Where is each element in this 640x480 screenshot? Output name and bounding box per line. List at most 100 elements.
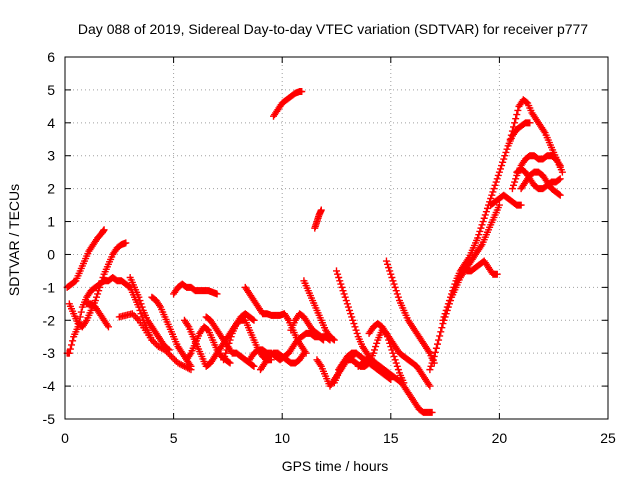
data-point	[494, 171, 502, 179]
data-point	[392, 359, 400, 367]
data-point	[510, 181, 518, 189]
data-point	[513, 111, 521, 119]
data-point	[220, 356, 228, 364]
data-point	[338, 283, 346, 291]
data-point	[487, 195, 495, 203]
data-point	[135, 293, 143, 301]
data-point	[508, 185, 516, 193]
x-tick-label: 15	[383, 430, 399, 446]
data-point	[300, 349, 308, 357]
data-point	[92, 293, 100, 301]
data-point	[68, 341, 76, 349]
data-point	[475, 231, 483, 239]
data-point	[441, 310, 449, 318]
data-point	[298, 88, 306, 96]
data-point	[443, 303, 451, 311]
data-point	[442, 306, 450, 314]
data-point	[390, 352, 398, 360]
data-point	[394, 366, 402, 374]
data-point	[386, 267, 394, 275]
data-point	[95, 287, 103, 295]
x-tick-label: 20	[492, 430, 508, 446]
data-point	[426, 366, 434, 374]
data-point	[336, 277, 344, 285]
data-points	[63, 88, 566, 416]
data-point	[344, 303, 352, 311]
data-point	[337, 280, 345, 288]
data-point	[65, 349, 73, 357]
data-point	[426, 382, 434, 390]
data-point	[447, 293, 455, 301]
data-point	[249, 362, 257, 370]
data-point	[431, 348, 439, 356]
data-point	[97, 280, 105, 288]
data-point	[495, 201, 503, 209]
data-point	[502, 148, 510, 156]
data-point	[429, 356, 437, 364]
series-s2	[63, 273, 156, 357]
data-point	[506, 135, 514, 143]
data-point	[387, 270, 395, 278]
x-tick-label: 5	[170, 430, 178, 446]
data-point	[77, 308, 85, 316]
data-point	[432, 344, 440, 352]
data-point	[137, 300, 145, 308]
data-point	[392, 287, 400, 295]
data-point	[503, 145, 511, 153]
data-point	[555, 190, 563, 198]
data-point	[556, 191, 564, 199]
data-point	[391, 283, 399, 291]
data-point	[348, 313, 356, 321]
data-point	[66, 345, 74, 353]
series-s29	[463, 257, 501, 278]
series-s1	[63, 226, 108, 291]
data-point	[91, 297, 99, 305]
y-tick-label: 1	[47, 214, 55, 230]
data-point	[353, 329, 361, 337]
data-point	[96, 283, 104, 291]
data-point	[436, 332, 444, 340]
data-point	[474, 234, 482, 242]
y-tick-label: -2	[43, 312, 56, 328]
data-point	[136, 297, 144, 305]
data-point	[507, 131, 515, 139]
data-point	[449, 287, 457, 295]
data-point	[427, 362, 435, 370]
data-point	[225, 339, 233, 347]
data-point	[428, 359, 436, 367]
data-point	[489, 188, 497, 196]
y-tick-label: 4	[47, 115, 55, 131]
data-point	[317, 206, 325, 214]
series-s15	[256, 349, 308, 374]
data-point	[371, 346, 379, 354]
data-point	[495, 168, 503, 176]
series-s26	[382, 257, 438, 367]
series-s32	[508, 152, 564, 193]
data-point	[481, 211, 489, 219]
data-point	[433, 340, 441, 348]
data-point	[373, 339, 381, 347]
data-point	[226, 359, 234, 367]
data-point	[389, 277, 397, 285]
plot-frame	[64, 56, 609, 420]
data-point	[224, 343, 232, 351]
data-point	[384, 260, 392, 268]
data-point	[480, 214, 488, 222]
y-tick-label: -3	[43, 345, 56, 361]
series-s3	[65, 239, 130, 331]
data-point	[499, 158, 507, 166]
data-point	[225, 358, 233, 366]
data-point	[388, 273, 396, 281]
data-point	[138, 303, 146, 311]
data-point	[250, 316, 258, 324]
data-point	[444, 300, 452, 308]
series-s13	[241, 283, 310, 357]
x-tick-label: 10	[274, 430, 290, 446]
data-point	[335, 273, 343, 281]
data-point	[227, 333, 235, 341]
series-s8	[170, 280, 221, 298]
data-point	[393, 362, 401, 370]
data-point	[249, 315, 257, 323]
data-point	[508, 127, 516, 135]
